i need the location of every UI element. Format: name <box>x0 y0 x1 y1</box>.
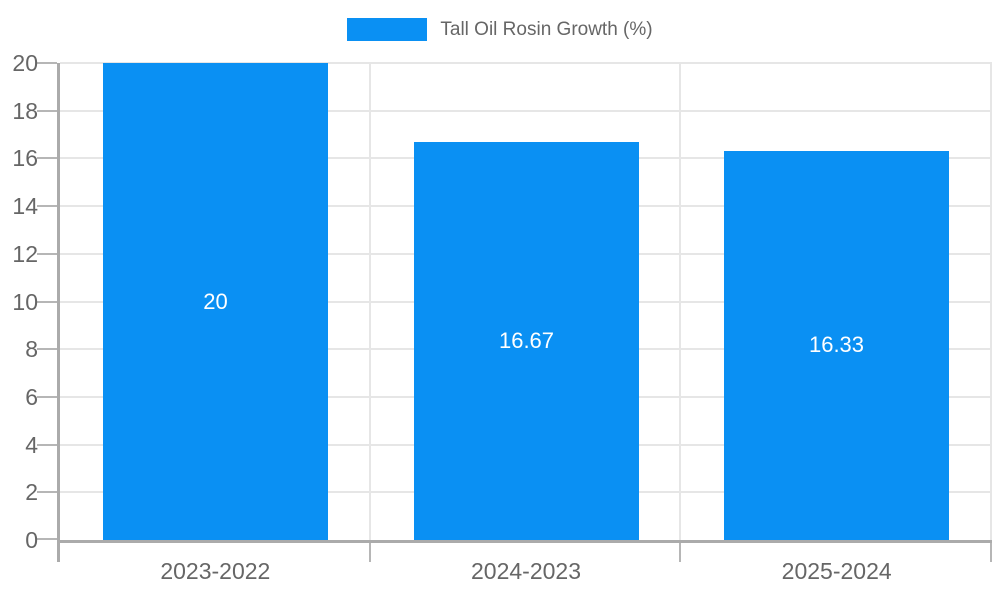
y-gridline <box>60 62 992 64</box>
plot-right-border <box>990 63 992 540</box>
y-tick-label: 4 <box>25 431 38 458</box>
y-tick-mark <box>37 205 57 208</box>
legend-swatch <box>347 18 428 41</box>
category-gridline <box>679 63 681 540</box>
y-tick-label: 18 <box>12 97 38 124</box>
y-tick-mark <box>37 395 57 398</box>
y-tick-label: 0 <box>25 527 38 553</box>
y-tick-mark <box>37 443 57 446</box>
bar-value-label: 16.67 <box>498 328 555 354</box>
x-category-label: 2024-2023 <box>471 558 581 584</box>
y-axis-line-extension <box>57 540 60 562</box>
y-tick-label: 14 <box>12 193 38 220</box>
category-gridline <box>369 63 371 540</box>
plot-area: 20 16.67 16.33 <box>37 62 992 562</box>
x-tick-mark <box>369 543 371 562</box>
bar-value-label: 20 <box>203 288 228 314</box>
y-tick-mark <box>37 252 57 255</box>
bar: 16.67 <box>414 142 639 540</box>
y-tick-mark <box>37 109 57 112</box>
x-category-label: 2025-2024 <box>781 558 892 584</box>
y-tick-label: 12 <box>12 240 38 267</box>
y-tick-label: 20 <box>12 50 38 76</box>
x-category-label: 2023-2022 <box>160 558 271 584</box>
y-axis: 0 2 4 6 8 10 12 14 16 18 20 <box>0 50 44 553</box>
legend-item[interactable]: Tall Oil Rosin Growth (%) <box>0 18 1000 41</box>
bar: 20 <box>103 63 328 540</box>
legend-label: Tall Oil Rosin Growth (%) <box>440 19 653 40</box>
y-tick-label: 8 <box>25 336 38 363</box>
bar: 16.33 <box>724 150 949 540</box>
y-tick-mark <box>37 348 57 351</box>
y-tick-mark <box>37 491 57 494</box>
y-gridline <box>60 109 992 112</box>
y-tick-mark <box>37 62 57 64</box>
y-tick-mark <box>37 157 57 160</box>
y-tick-label: 16 <box>12 145 38 172</box>
y-tick-mark <box>37 300 57 303</box>
y-tick-label: 10 <box>12 288 38 315</box>
y-tick-label: 6 <box>25 383 38 410</box>
y-tick-label: 2 <box>25 479 38 506</box>
y-tick-mark <box>37 538 57 540</box>
x-tick-mark <box>679 543 681 562</box>
x-tick-mark <box>990 543 992 562</box>
x-axis: 2023-2022 2024-2023 2025-2024 <box>60 556 992 586</box>
bar-value-label: 16.33 <box>808 332 865 358</box>
